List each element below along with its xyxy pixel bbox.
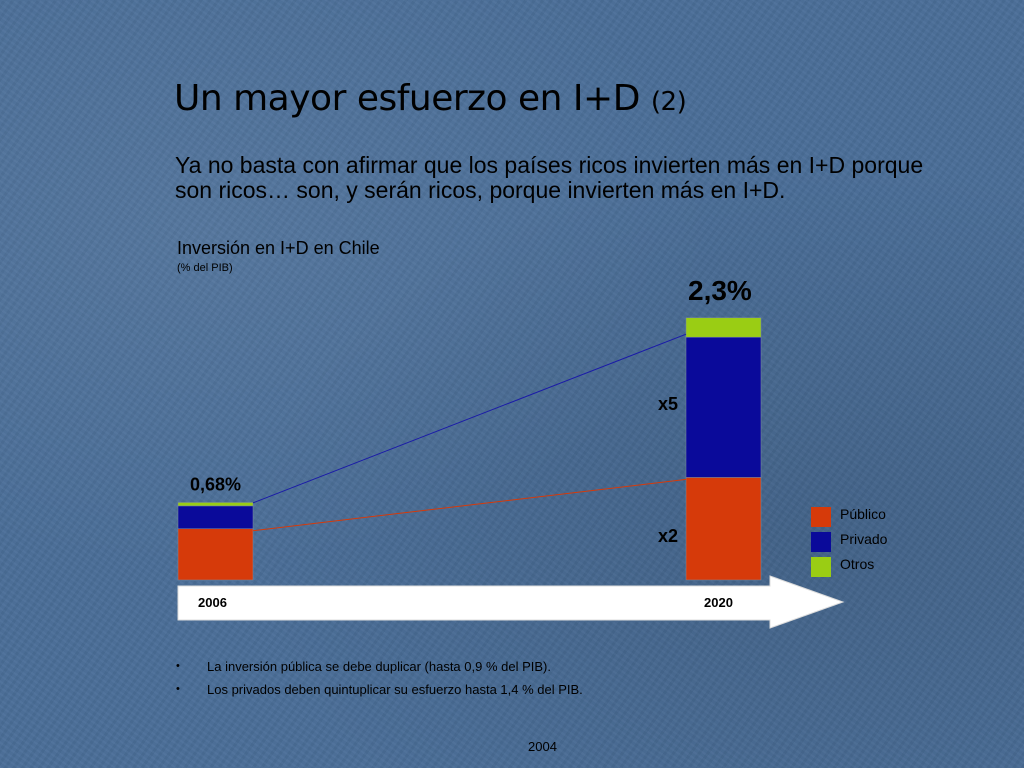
bullet-text: La inversión pública se debe duplicar (h…	[207, 659, 551, 674]
bullet-item: • Los privados deben quintuplicar su esfu…	[176, 681, 583, 704]
bar-segment-privado-2020	[685, 336, 762, 478]
slide-title-text: Un mayor esfuerzo en I+D	[174, 78, 640, 119]
chart-title: Inversión en I+D en Chile	[177, 238, 380, 258]
connector-line-publico	[252, 478, 687, 532]
multiplier-label-privado: x5	[658, 394, 678, 414]
bullet-dot-icon: •	[176, 660, 180, 672]
bar-segment-otros-2020	[685, 317, 762, 338]
total-label-2020: 2,3%	[688, 275, 752, 306]
legend-label-público: Público	[840, 506, 886, 522]
connector-line-privado	[252, 333, 687, 504]
category-label-2020: 2020	[704, 595, 733, 610]
bar-segment-público-2006	[177, 528, 254, 581]
legend-swatch-otros	[811, 557, 831, 577]
slide-title: Un mayor esfuerzo en I+D (2)	[174, 78, 687, 119]
total-label-2006: 0,68%	[190, 474, 241, 494]
bullet-dot-icon: •	[176, 683, 180, 695]
bar-segment-otros-2006	[177, 502, 254, 507]
chart-subtitle: (% del PIB)	[177, 262, 233, 274]
legend-label-privado: Privado	[840, 531, 888, 547]
slide-title-suffix: (2)	[650, 87, 687, 117]
bullet-text: Los privados deben quintuplicar su esfue…	[207, 682, 583, 697]
bullet-list: • La inversión pública se debe duplicar (…	[176, 658, 583, 704]
category-label-2006: 2006	[198, 595, 227, 610]
legend-label-otros: Otros	[840, 556, 874, 572]
bar-segment-privado-2006	[177, 505, 254, 529]
bullet-item: • La inversión pública se debe duplicar (…	[176, 658, 583, 681]
footer-year: 2004	[528, 739, 557, 754]
intro-text: Ya no basta con afirmar que los países r…	[175, 152, 924, 203]
timeline-arrow	[177, 575, 845, 629]
legend-swatch-privado	[811, 532, 831, 552]
bar-segment-público-2020	[685, 477, 762, 581]
legend-swatch-público	[811, 507, 831, 527]
multiplier-label-público: x2	[658, 526, 678, 546]
